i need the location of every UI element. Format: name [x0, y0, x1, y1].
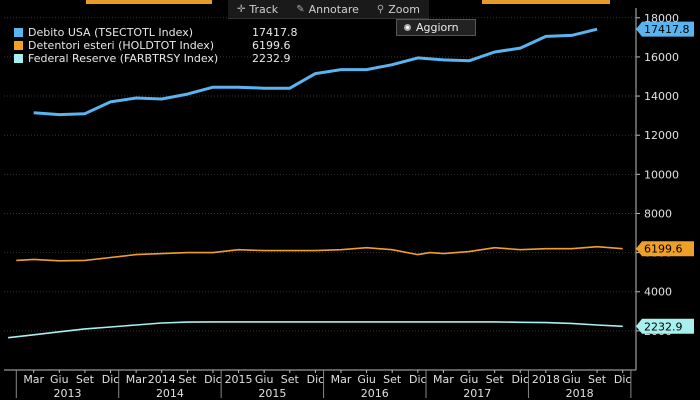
x-tick-label: Mar [433, 373, 454, 386]
y-tick-label: 4000 [644, 286, 672, 299]
x-tick-label: Giu [50, 373, 69, 386]
x-axis: Mar Giu Set Dic Mar 2014 Set Dic 2015 Giu Set Dic Ma… [4, 369, 636, 400]
pencil-icon: ✎ [296, 3, 305, 15]
chart-toolbar: ✛ Track ✎ Annotare ⚲ Zoom [228, 0, 429, 19]
legend-swatch-icon [14, 28, 23, 37]
legend-series-name: Detentori esteri (HOLDTOT Index) [28, 39, 215, 52]
x-tick-label: Dic [204, 373, 222, 386]
legend-series-value: 2232.9 [252, 52, 291, 65]
x-tick-label: Giu [357, 373, 376, 386]
y-tick-label: 18000 [644, 12, 679, 25]
magnifier-icon: ⚲ [376, 3, 385, 15]
x-tick-label: Set [76, 373, 95, 386]
crosshair-icon: ✛ [237, 3, 246, 15]
x-tick-label: 2015 [225, 373, 253, 386]
last-value-label: 17417.8 [644, 23, 690, 36]
y-axis: 2000400060008000100001200014000160001800… [635, 8, 679, 370]
last-value-label: 2232.9 [644, 320, 683, 333]
year-label: 2015 [258, 387, 286, 400]
gridlines [4, 17, 636, 332]
legend-series-value: 17417.8 [252, 26, 298, 39]
legend-item-detentori: Detentori esteri (HOLDTOT Index) 6199.6 [14, 39, 298, 52]
legend-item-debito: Debito USA (TSECTOTL Index) 17417.8 [14, 26, 298, 39]
x-tick-label: Set [281, 373, 300, 386]
series-line-2 [8, 321, 623, 339]
legend: Debito USA (TSECTOTL Index) 17417.8 Dete… [14, 26, 298, 65]
series-line-1 [16, 245, 623, 262]
x-tick-label: 2014 [148, 373, 176, 386]
year-label: 2017 [463, 387, 491, 400]
legend-item-fed: Federal Reserve (FARBTRSY Index) 2232.9 [14, 52, 298, 65]
y-tick-label: 14000 [644, 90, 679, 103]
update-label: Aggiorn [416, 21, 459, 34]
legend-swatch-icon [14, 54, 23, 63]
x-tick-label: Set [383, 373, 402, 386]
x-tick-label: Mar [331, 373, 352, 386]
x-tick-label: Dic [409, 373, 427, 386]
track-label: Track [249, 2, 279, 16]
y-tick-label: 8000 [644, 207, 672, 220]
x-tick-label: 2018 [532, 373, 560, 386]
x-tick-label: Dic [511, 373, 529, 386]
track-button[interactable]: ✛ Track [228, 0, 287, 18]
x-tick-label: Dic [614, 373, 632, 386]
x-tick-label: Dic [102, 373, 120, 386]
x-tick-label: Set [486, 373, 505, 386]
last-value-badge [636, 241, 694, 257]
orange-tab-left [86, 0, 212, 4]
year-label: 2014 [156, 387, 184, 400]
annotate-label: Annotare [308, 2, 359, 16]
x-tick-label: Mar [126, 373, 147, 386]
year-label: 2013 [54, 387, 82, 400]
year-label: 2016 [361, 387, 389, 400]
zoom-label: Zoom [388, 2, 420, 16]
legend-swatch-icon [14, 41, 23, 50]
update-button[interactable]: Aggiorn [396, 19, 476, 36]
annotate-button[interactable]: ✎ Annotare [287, 0, 368, 18]
zoom-button[interactable]: ⚲ Zoom [368, 0, 429, 18]
last-value-labels: 17417.8 6199.6 2232.9 [636, 21, 694, 334]
y-tick-label: 10000 [644, 168, 679, 181]
x-tick-label: Giu [460, 373, 479, 386]
x-tick-label: Dic [307, 373, 325, 386]
y-tick-label: 16000 [644, 51, 679, 64]
orange-tab-right [482, 0, 610, 4]
last-value-badge [636, 318, 694, 334]
x-tick-label: Giu [255, 373, 274, 386]
legend-series-value: 6199.6 [252, 39, 291, 52]
series-line-0 [33, 27, 598, 117]
x-tick-label: Set [178, 373, 197, 386]
x-tick-label: Set [588, 373, 607, 386]
last-value-badge [636, 21, 694, 37]
y-tick-label: 12000 [644, 129, 679, 142]
x-tick-label: Giu [562, 373, 581, 386]
last-value-label: 6199.6 [644, 243, 683, 256]
radio-dot-icon [404, 24, 411, 31]
x-tick-label: Mar [23, 373, 44, 386]
legend-series-name: Debito USA (TSECTOTL Index) [28, 26, 193, 39]
series-lines [8, 27, 623, 339]
legend-series-name: Federal Reserve (FARBTRSY Index) [28, 52, 219, 65]
year-label: 2018 [566, 387, 594, 400]
